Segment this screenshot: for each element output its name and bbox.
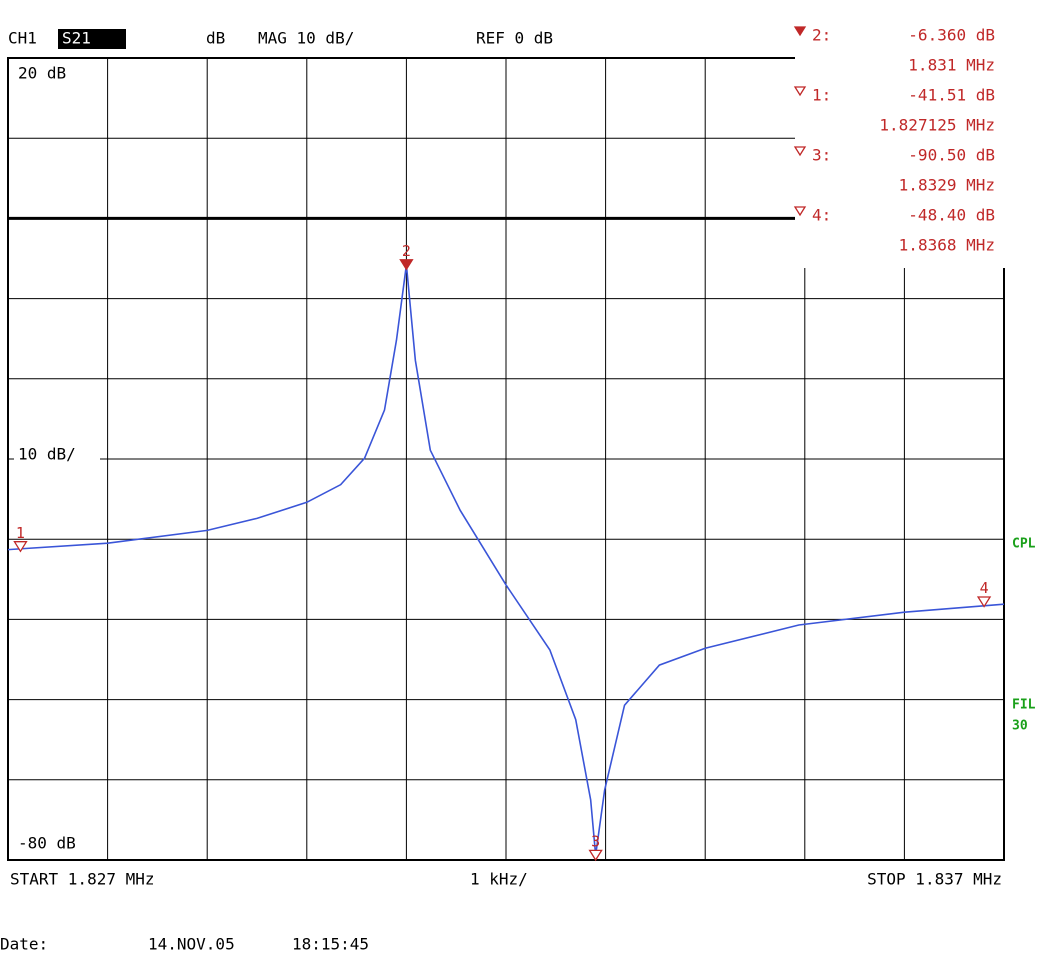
- marker: [588, 849, 603, 862]
- readout-value: -90.50 dB: [908, 146, 995, 165]
- readout-frequency: 1.8329 MHz: [899, 176, 995, 195]
- date: 14.NOV.05: [148, 935, 235, 954]
- readout-name: 4:: [812, 206, 831, 225]
- scale-label-bg: [14, 834, 100, 853]
- span: 1 kHz/: [470, 870, 528, 889]
- marker-label: 2: [402, 242, 411, 260]
- marker-label: 4: [980, 579, 989, 597]
- filter: FIL: [1012, 698, 1036, 713]
- readout-marker-icon: [793, 86, 807, 97]
- readout-value: -6.360 dB: [908, 26, 995, 45]
- readout-value: -41.51 dB: [908, 86, 995, 105]
- readout-value: -48.40 dB: [908, 206, 995, 225]
- marker-label: 3: [591, 833, 600, 851]
- marker: [976, 596, 992, 608]
- parameter-highlight: [58, 29, 126, 49]
- scale-label: 10 dB/: [18, 445, 76, 464]
- coupling: CPL: [1012, 537, 1036, 552]
- start: START 1.827 MHz: [10, 870, 155, 889]
- marker: [399, 259, 414, 271]
- readout-marker-icon: [793, 206, 807, 217]
- readout-name: 2:: [812, 26, 831, 45]
- filter-value: 30: [1012, 719, 1028, 734]
- readout-marker-icon: [793, 26, 807, 37]
- plot-frame: [7, 57, 1005, 861]
- reference: REF 0 dB: [476, 29, 553, 48]
- scale-label-bg: [14, 64, 100, 83]
- parameter: S21: [62, 29, 91, 48]
- scale-label: 20 dB: [18, 64, 66, 83]
- scale-label-bg: [14, 445, 100, 464]
- scale-label: -80 dB: [18, 834, 76, 853]
- readout-marker-icon: [793, 146, 807, 157]
- format-unit: dB: [206, 29, 225, 48]
- readout-bg: [795, 24, 1005, 268]
- readout-name: 1:: [812, 86, 831, 105]
- readout-name: 3:: [812, 146, 831, 165]
- time: 18:15:45: [292, 935, 369, 954]
- readout-frequency: 1.8368 MHz: [899, 236, 995, 255]
- channel: CH1: [8, 29, 37, 48]
- marker: [13, 541, 28, 553]
- readout-frequency: 1.831 MHz: [908, 56, 995, 75]
- date-label: Date:: [0, 935, 48, 954]
- scale: MAG 10 dB/: [258, 29, 354, 48]
- stop: STOP 1.837 MHz: [867, 870, 1002, 889]
- marker-label: 1: [16, 524, 25, 542]
- readout-frequency: 1.827125 MHz: [879, 116, 995, 135]
- trace: [8, 264, 1004, 856]
